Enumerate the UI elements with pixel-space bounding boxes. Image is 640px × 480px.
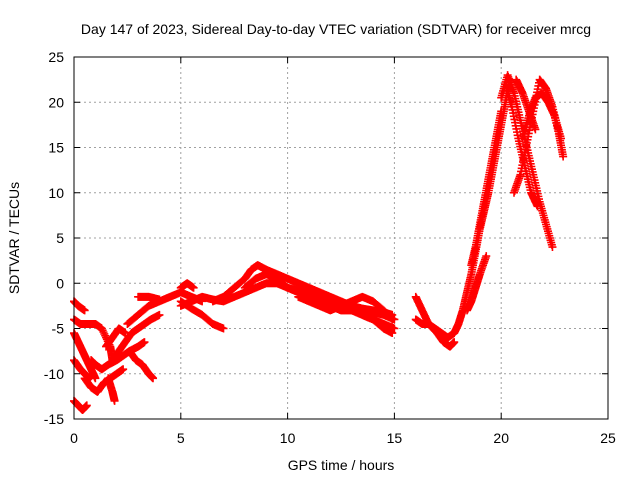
- y-tick-label: 10: [48, 185, 64, 201]
- x-tick-label: 15: [387, 430, 403, 446]
- chart-title: Day 147 of 2023, Sidereal Day-to-day VTE…: [81, 21, 591, 37]
- series-arc-8: [104, 374, 119, 405]
- series-arc-5: [70, 396, 91, 414]
- data-point: [219, 324, 228, 333]
- data-point: [387, 314, 396, 323]
- data-point: [82, 401, 91, 410]
- x-tick-label: 5: [177, 430, 185, 446]
- series-arc-24: [467, 107, 506, 270]
- data-point: [557, 134, 566, 143]
- grid-layer: [74, 57, 608, 419]
- x-axis-label: GPS time / hours: [288, 457, 395, 473]
- data-point: [482, 252, 491, 261]
- series-arc-3: [70, 329, 100, 383]
- data-point: [140, 338, 149, 347]
- x-tick-label: 20: [493, 430, 509, 446]
- x-tick-label: 10: [280, 430, 296, 446]
- data-point: [110, 396, 119, 405]
- x-tick-label: 25: [600, 430, 616, 446]
- series-arc-22: [411, 315, 452, 342]
- y-tick-label: 15: [48, 140, 64, 156]
- series-arc-25: [463, 252, 491, 315]
- series-arc-30: [512, 75, 540, 134]
- data-point: [388, 315, 397, 324]
- data-point: [497, 107, 506, 116]
- y-axis-label: SDTVAR / TECUs: [6, 182, 22, 294]
- data-point: [533, 202, 542, 211]
- y-tick-label: -15: [44, 411, 64, 427]
- data-point: [80, 306, 89, 315]
- data-point: [388, 329, 397, 338]
- series-arc-13: [134, 292, 164, 304]
- data-layer: [70, 71, 568, 414]
- y-tick-label: 20: [48, 94, 64, 110]
- data-point: [531, 125, 540, 134]
- series-arc-29: [518, 89, 566, 143]
- y-tick-label: -5: [52, 321, 65, 337]
- y-tick-label: 0: [56, 275, 64, 291]
- series-arc-27: [501, 80, 542, 211]
- series-arc-14: [176, 279, 198, 292]
- data-point: [89, 369, 98, 378]
- series-arc-9: [108, 310, 164, 365]
- data-point: [121, 329, 130, 338]
- y-tick-label: 25: [48, 49, 64, 65]
- data-point: [155, 295, 164, 304]
- tick-layer: 0 5 10 15 20 25 -15 -10 -5 0 5 10 15 20 25: [44, 49, 616, 446]
- data-point: [548, 243, 557, 252]
- series-arc-20: [358, 310, 397, 338]
- data-point: [155, 310, 164, 319]
- y-tick-label: 5: [56, 230, 64, 246]
- data-point: [390, 324, 399, 333]
- data-point: [119, 365, 128, 374]
- series-arc-10: [102, 324, 130, 351]
- x-tick-label: 0: [70, 430, 78, 446]
- data-point: [189, 283, 198, 292]
- series-arc-11: [125, 347, 158, 383]
- series-arc-19: [294, 292, 397, 324]
- data-point: [450, 338, 459, 347]
- series-arc-16: [176, 297, 228, 333]
- data-point: [149, 374, 158, 383]
- data-point: [559, 152, 568, 161]
- y-tick-label: -10: [44, 366, 64, 382]
